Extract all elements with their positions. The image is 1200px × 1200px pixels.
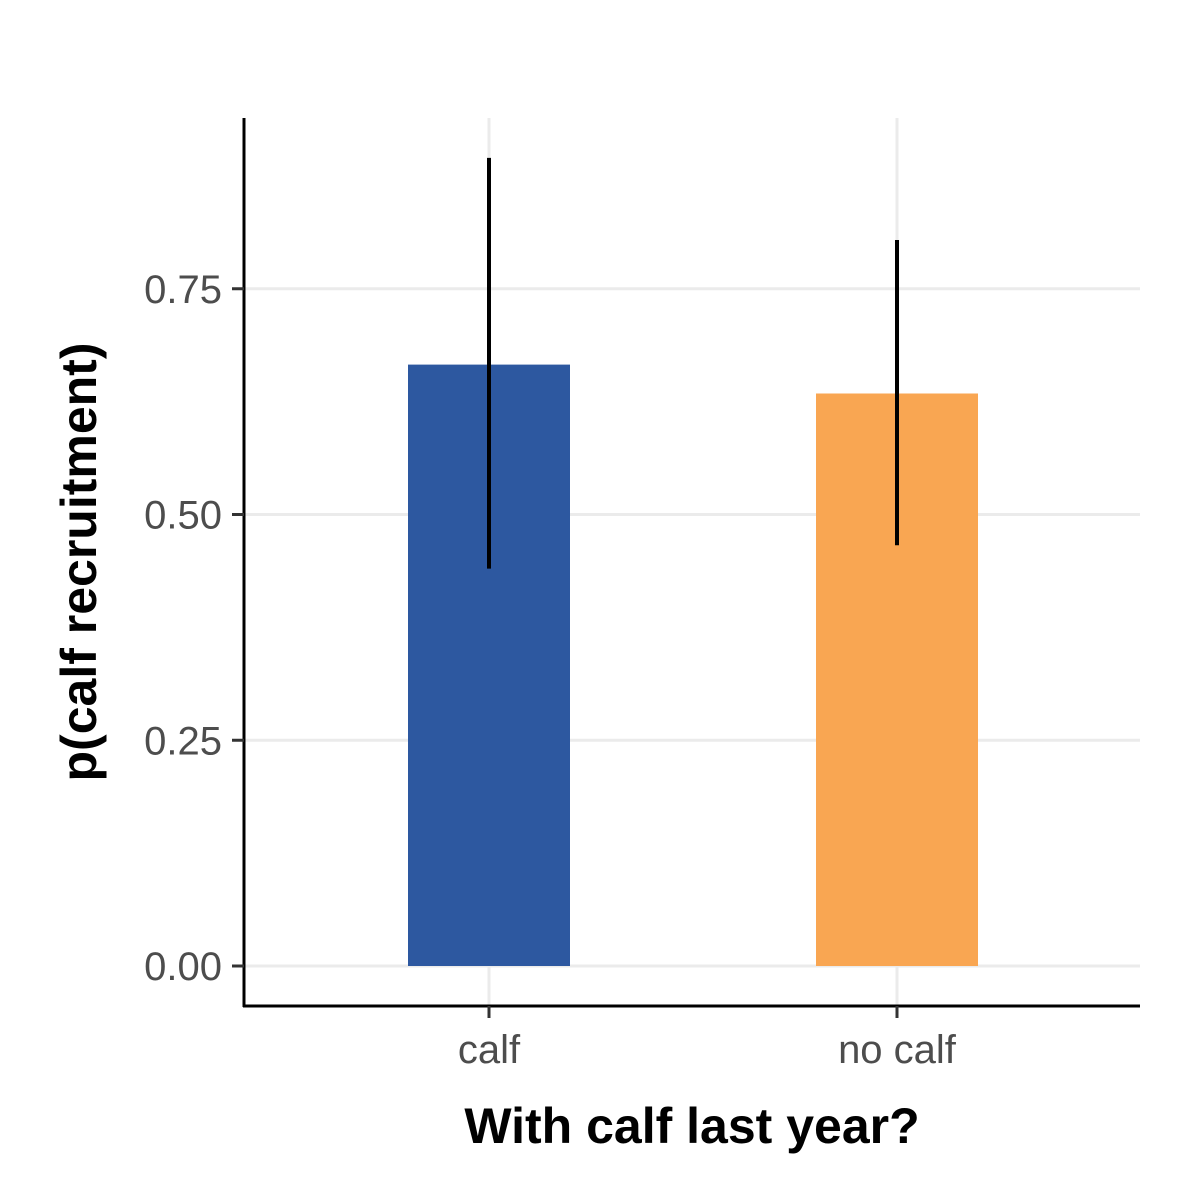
y-tick-label: 0.50 xyxy=(144,494,222,538)
bar-layer xyxy=(408,364,978,966)
grid-layer xyxy=(244,118,1140,1006)
x-tick-label: no calf xyxy=(838,1028,957,1072)
y-tick-label: 0.25 xyxy=(144,719,222,763)
y-axis-title: p(calf recruitment) xyxy=(51,343,107,782)
x-axis-title: With calf last year? xyxy=(464,1098,919,1154)
x-tick-label: calf xyxy=(458,1028,521,1072)
y-tick-layer: 0.00 0.25 0.50 0.75 xyxy=(144,268,244,989)
x-tick-layer: calf no calf xyxy=(458,1006,957,1072)
y-tick-label: 0.75 xyxy=(144,268,222,312)
errorbar-layer xyxy=(487,157,899,569)
axis-layer xyxy=(242,118,1140,1008)
y-tick-label: 0.00 xyxy=(144,945,222,989)
